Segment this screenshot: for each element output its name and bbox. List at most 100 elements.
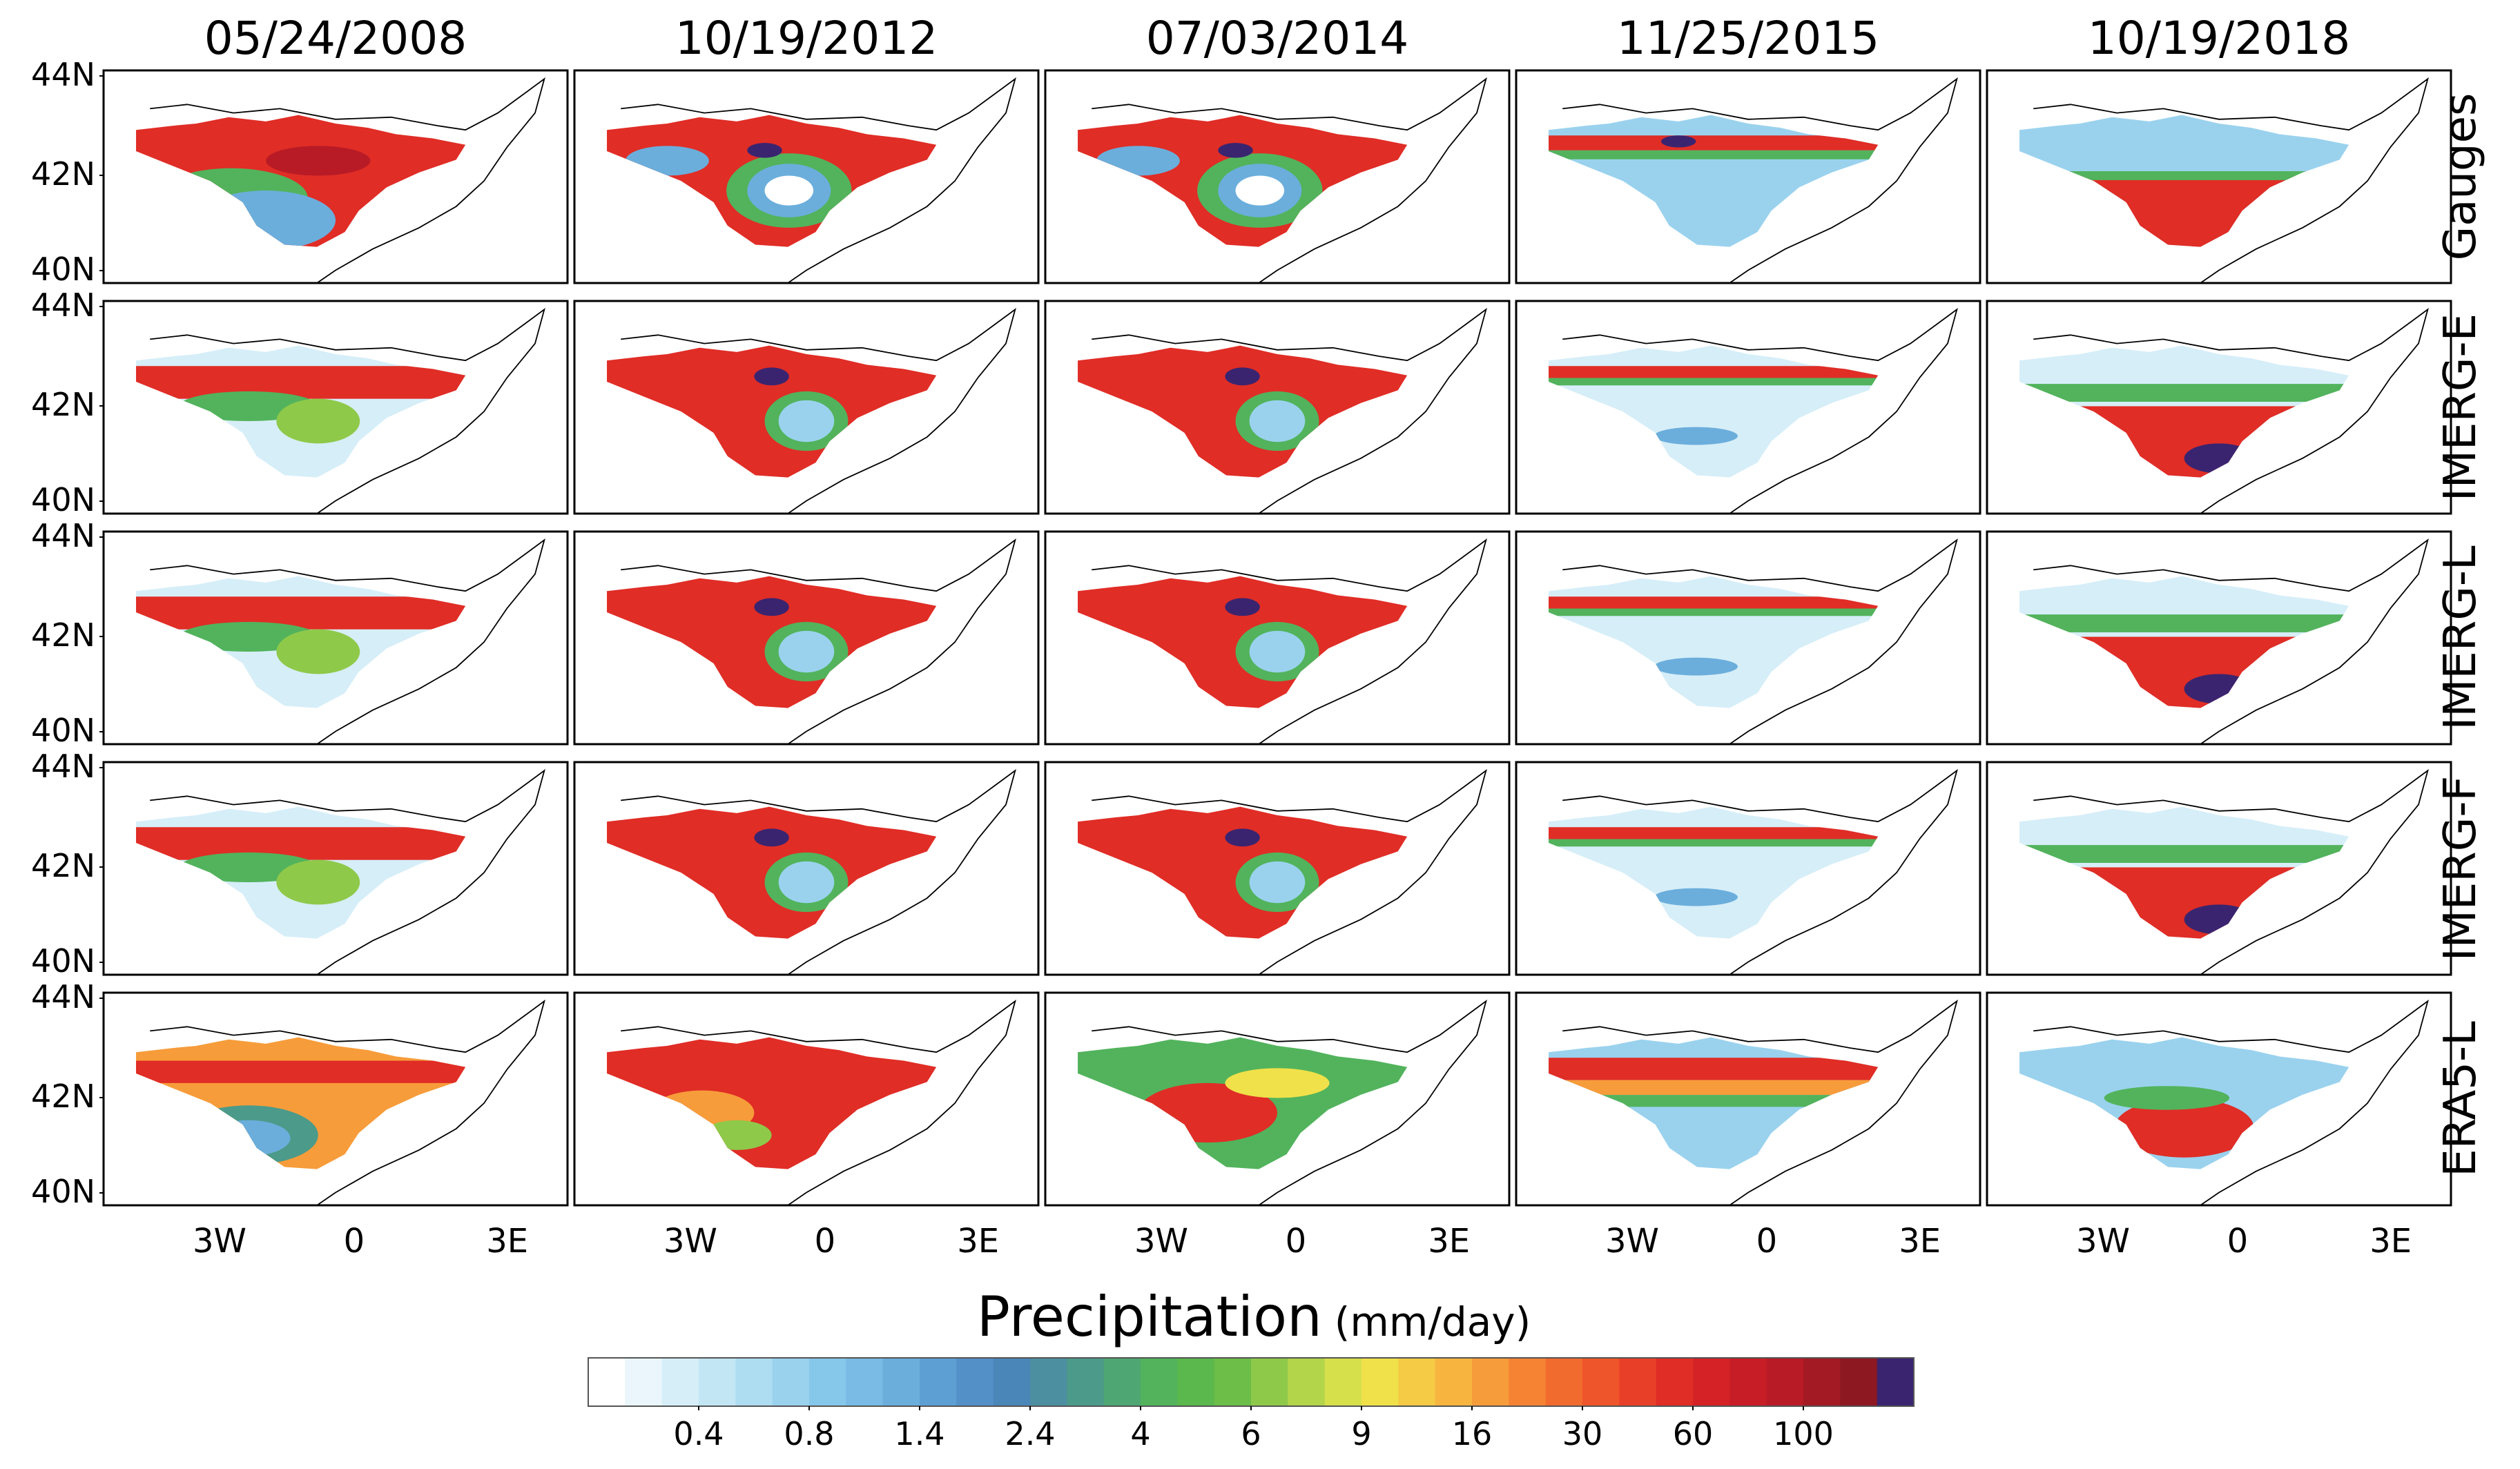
lon-label: 3W xyxy=(2076,1222,2130,1261)
lat-label: 44N xyxy=(31,56,95,93)
map-panel xyxy=(1044,761,1511,976)
colorbar-swatch xyxy=(956,1358,994,1406)
panel-frame xyxy=(573,761,1040,976)
coastline xyxy=(2033,1000,2429,1206)
colorbar-tick-label: 0.4 xyxy=(673,1415,724,1452)
lat-label: 44N xyxy=(31,286,95,324)
map-panel xyxy=(1044,530,1511,746)
panel-frame xyxy=(102,69,569,284)
colorbar-swatch xyxy=(1509,1358,1547,1406)
colorbar-swatch xyxy=(993,1358,1031,1406)
colorbar-swatch xyxy=(661,1358,699,1406)
lon-label: 0 xyxy=(2227,1222,2249,1261)
panel-frame xyxy=(102,991,569,1207)
lon-label: 0 xyxy=(1286,1222,1307,1261)
colorbar-swatch xyxy=(1288,1358,1326,1406)
colorbar-swatch xyxy=(920,1358,957,1406)
lat-label: 42N xyxy=(31,1078,95,1115)
map-panel xyxy=(1515,991,1981,1207)
map-panel xyxy=(573,300,1040,515)
colorbar-swatch xyxy=(809,1358,846,1406)
coastline xyxy=(1092,769,1487,975)
map-panel xyxy=(102,530,569,746)
panel-frame xyxy=(573,69,1040,284)
lat-label: 40N xyxy=(31,942,95,980)
map-panel xyxy=(1986,300,2452,515)
coastline xyxy=(150,77,545,284)
coastline xyxy=(2033,538,2429,745)
lon-label: 3E xyxy=(957,1222,999,1261)
map-panel xyxy=(1986,761,2452,976)
colorbar-tick-label: 4 xyxy=(1130,1415,1150,1452)
colorbar-swatch xyxy=(1619,1358,1657,1406)
panel-frame xyxy=(573,991,1040,1207)
panel-frame xyxy=(1044,300,1511,515)
lon-label: 3W xyxy=(193,1222,246,1261)
colorbar-swatch xyxy=(1141,1358,1178,1406)
lat-label: 44N xyxy=(31,978,95,1015)
map-panel xyxy=(573,530,1040,746)
panel-frame xyxy=(1515,69,1981,284)
colorbar-swatch xyxy=(1656,1358,1694,1406)
colorbar-tick-label: 16 xyxy=(1452,1415,1493,1452)
colorbar-swatch xyxy=(1693,1358,1730,1406)
colorbar-swatch xyxy=(1766,1358,1804,1406)
panel-frame xyxy=(102,300,569,515)
map-panel xyxy=(102,300,569,515)
map-panel xyxy=(1986,69,2452,284)
lat-label: 44N xyxy=(31,748,95,785)
column-date-2: 07/03/2014 xyxy=(1146,12,1408,65)
colorbar-tick-label: 9 xyxy=(1351,1415,1371,1452)
colorbar-swatch xyxy=(1729,1358,1767,1406)
panel-frame xyxy=(1044,761,1511,976)
coastline xyxy=(1562,308,1958,514)
lat-label: 42N xyxy=(31,847,95,884)
panel-frame xyxy=(1044,69,1511,284)
row-label-0: Gauges xyxy=(2435,93,2486,261)
colorbar-swatch xyxy=(1030,1358,1067,1406)
coastline xyxy=(150,308,545,514)
coastline xyxy=(150,1000,545,1206)
coastline xyxy=(2033,308,2429,514)
lon-label: 0 xyxy=(815,1222,836,1261)
map-panel xyxy=(1986,530,2452,746)
row-label-2: IMERG-L xyxy=(2435,545,2486,730)
lat-label: 42N xyxy=(31,155,95,193)
colorbar-tick-label: 2.4 xyxy=(1005,1415,1055,1452)
map-panel xyxy=(1515,69,1981,284)
coastline xyxy=(621,308,1016,514)
map-panel xyxy=(1986,991,2452,1207)
colorbar-swatch xyxy=(1103,1358,1141,1406)
colorbar-swatch xyxy=(1545,1358,1583,1406)
colorbar-swatch xyxy=(1251,1358,1288,1406)
row-label-1: IMERG-E xyxy=(2435,313,2486,501)
coastline xyxy=(1092,1000,1487,1206)
map-panel xyxy=(573,69,1040,284)
colorbar-title-main: Precipitation xyxy=(977,1285,1322,1349)
panel-frame xyxy=(1986,991,2452,1207)
colorbar-swatch xyxy=(1177,1358,1215,1406)
colorbar-swatch xyxy=(1361,1358,1399,1406)
coastline xyxy=(1562,769,1958,975)
map-panel xyxy=(102,69,569,284)
column-date-0: 05/24/2008 xyxy=(204,12,467,65)
colorbar-swatch xyxy=(1214,1358,1252,1406)
coastline xyxy=(1562,538,1958,745)
lon-label: 3E xyxy=(486,1222,528,1261)
panel-frame xyxy=(102,761,569,976)
lat-label: 42N xyxy=(31,386,95,423)
panel-frame xyxy=(1515,761,1981,976)
colorbar-swatch xyxy=(1803,1358,1841,1406)
colorbar-swatch xyxy=(588,1358,626,1406)
panel-frame xyxy=(1044,991,1511,1207)
lat-label: 40N xyxy=(31,1173,95,1210)
row-label-4: ERA5-L xyxy=(2435,1021,2486,1177)
map-panel xyxy=(573,761,1040,976)
panel-frame xyxy=(1515,300,1981,515)
colorbar-tick-label: 100 xyxy=(1773,1415,1834,1452)
map-panel xyxy=(573,991,1040,1207)
panel-frame xyxy=(102,530,569,746)
lon-label: 3W xyxy=(1605,1222,1659,1261)
lon-label: 0 xyxy=(1756,1222,1778,1261)
